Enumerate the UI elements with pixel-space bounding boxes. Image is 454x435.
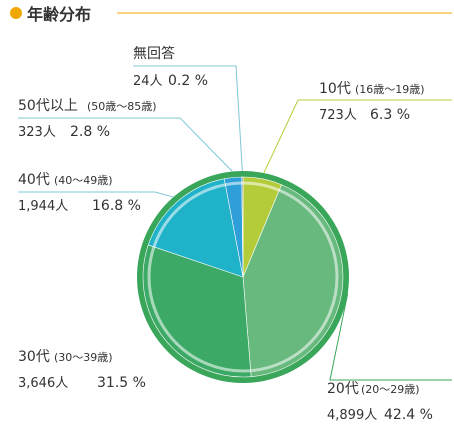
leader-line-5 — [133, 65, 243, 172]
label-40s-percent: 16.8 % — [92, 198, 141, 214]
leader-line-3 — [18, 191, 174, 198]
label-no-answer-name: 無回答 — [133, 45, 175, 62]
label-50plus-name: 50代以上 — [18, 98, 78, 114]
label-40s-range: (40〜49歳) — [54, 174, 113, 187]
label-10s-count: 723人 — [319, 108, 357, 123]
label-10s-name: 10代 — [319, 81, 351, 97]
pie-slice-5 — [241, 176, 244, 278]
label-50plus-range: (50歳〜85歳) — [87, 100, 157, 113]
slice-labels: 無回答 24人 0.2 % 10代 (16歳〜19歳) 723人 6.3 % 5… — [18, 45, 433, 423]
leader-line-0 — [263, 99, 452, 174]
pie-inner-ring — [147, 181, 339, 373]
header-dot-icon — [10, 7, 22, 19]
leader-line-4 — [18, 117, 233, 172]
pie-group — [137, 171, 349, 383]
label-20s-range: (20〜29歳) — [361, 383, 420, 396]
pie-slice-2 — [142, 244, 252, 378]
label-30s-range: (30〜39歳) — [54, 351, 113, 364]
chart-title: 年齢分布 — [27, 5, 91, 24]
label-30s-name: 30代 — [18, 349, 50, 365]
label-10s-percent: 6.3 % — [370, 107, 410, 123]
label-40s-count: 1,944人 — [18, 199, 68, 214]
pie-slice-3 — [147, 178, 244, 278]
label-50plus-percent: 2.8 % — [70, 124, 110, 140]
leader-lines — [18, 65, 452, 381]
label-20s-name: 20代 — [327, 381, 359, 397]
label-40s-name: 40代 — [18, 172, 50, 188]
label-30s-count: 3,646人 — [18, 376, 68, 391]
label-20s-percent: 42.4 % — [384, 407, 433, 423]
label-50plus-count: 323人 — [18, 125, 56, 140]
pie-slice-1 — [242, 184, 344, 377]
label-no-answer-percent: 0.2 % — [168, 73, 208, 89]
label-no-answer-count: 24人 — [133, 74, 163, 89]
label-20s-count: 4,899人 — [327, 408, 377, 423]
leader-line-1 — [329, 293, 452, 381]
label-10s-range: (16歳〜19歳) — [355, 83, 425, 96]
label-30s-percent: 31.5 % — [97, 375, 146, 391]
